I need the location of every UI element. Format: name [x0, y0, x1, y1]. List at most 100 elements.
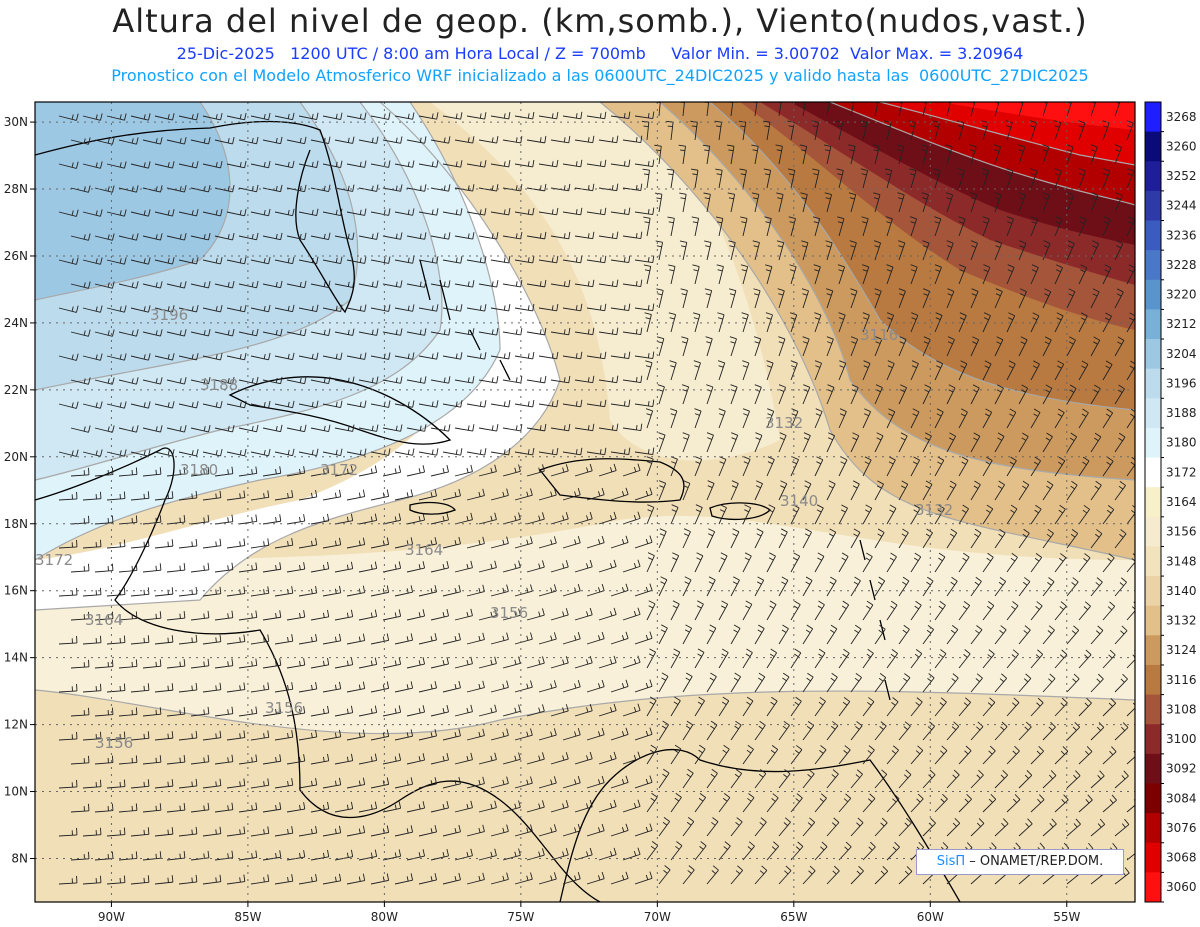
wind-barb — [958, 793, 972, 813]
wind-barb — [680, 288, 688, 309]
wind-barb — [1102, 264, 1112, 285]
wind-barb — [1030, 408, 1041, 429]
wind-barb — [1114, 770, 1129, 789]
wind-barb — [764, 216, 772, 237]
wind-barb — [574, 279, 595, 288]
wind-barb — [982, 216, 990, 237]
wind-barb — [346, 537, 366, 549]
contour-label: 3180 — [180, 461, 218, 479]
wind-barb — [310, 136, 331, 145]
wind-barb — [142, 755, 162, 765]
wind-barb — [238, 754, 258, 765]
wind-barb — [1006, 794, 1021, 813]
wind-barb — [838, 793, 852, 813]
wind-barb — [394, 256, 415, 264]
wind-barb — [154, 827, 174, 837]
contour-labels: 3196 3188 3180 3172 3172 3164 3164 3156 3156 3156… — [35, 306, 953, 752]
wind-barb — [598, 231, 619, 240]
wind-barb — [526, 848, 545, 861]
wind-barb — [286, 802, 306, 813]
wind-barb — [1078, 649, 1092, 669]
wind-barb — [742, 793, 755, 813]
wind-barb — [442, 256, 463, 264]
wind-barb — [178, 634, 198, 645]
wind-barb — [1090, 577, 1103, 597]
wind-barb — [394, 400, 415, 408]
wind-barb — [538, 399, 559, 408]
wind-barb — [970, 480, 981, 501]
wind-barb — [166, 611, 186, 621]
wind-barb — [670, 744, 682, 765]
wind-barb — [994, 625, 1007, 645]
wind-barb — [970, 818, 985, 837]
colorbar-label: 3060 — [1166, 880, 1197, 894]
wind-barb — [538, 824, 557, 837]
wind-barb — [154, 209, 175, 217]
wind-barb — [226, 538, 246, 549]
wind-barb — [94, 707, 114, 717]
wind-barb — [82, 635, 102, 645]
wind-barb — [994, 336, 1004, 357]
wind-barb — [1078, 408, 1089, 429]
wind-barb — [274, 730, 294, 741]
wind-barb — [382, 849, 402, 861]
wind-barb — [70, 467, 90, 477]
wind-barb — [970, 769, 984, 789]
wind-barb — [514, 872, 533, 885]
wind-barb — [802, 865, 816, 885]
wind-barb — [502, 848, 521, 861]
wind-barb — [514, 111, 535, 120]
wind-barb — [406, 184, 427, 192]
contour-label: 3132 — [915, 501, 953, 519]
wind-barb — [826, 672, 838, 693]
wind-barb — [790, 456, 799, 477]
wind-barb — [1066, 336, 1076, 357]
wind-barb — [790, 745, 803, 765]
wind-barb — [478, 752, 497, 765]
wind-barb — [106, 305, 127, 313]
wind-barb — [562, 584, 581, 597]
wind-barb — [718, 600, 729, 621]
lat-tick-label: 30N — [4, 115, 28, 129]
wind-barb — [850, 817, 864, 837]
wind-barb — [286, 328, 307, 337]
wind-barb — [1030, 360, 1040, 381]
wind-barb — [394, 352, 415, 360]
wind-barb — [826, 624, 838, 645]
wind-barb — [490, 872, 509, 885]
wind-barb — [418, 681, 437, 693]
wind-barb — [406, 280, 427, 288]
wind-barb — [430, 800, 449, 813]
wind-barb — [622, 511, 641, 525]
wind-barb — [742, 696, 754, 717]
wind-barb — [502, 800, 521, 813]
wind-barb — [704, 288, 713, 309]
wind-barb — [370, 681, 390, 693]
wind-barb — [1006, 745, 1020, 765]
wind-barb — [502, 135, 523, 144]
wind-barb — [298, 777, 318, 789]
colorbar-swatch — [1145, 309, 1161, 340]
wind-barb — [946, 818, 961, 837]
wind-barb — [1066, 144, 1074, 165]
wind-barb — [322, 400, 343, 408]
wind-barb — [250, 586, 270, 597]
wind-barb — [190, 281, 211, 289]
wind-barb — [873, 192, 881, 213]
wind-barb — [430, 136, 451, 144]
wind-barb — [658, 432, 666, 453]
wind-barb — [562, 728, 581, 741]
wind-barb — [574, 799, 593, 813]
wind-barb — [142, 233, 163, 241]
wind-barb — [514, 351, 535, 360]
wind-barb — [58, 209, 79, 217]
wind-barb — [1054, 360, 1065, 381]
wind-barb — [826, 865, 840, 885]
wind-barb — [418, 489, 437, 501]
wind-barb — [1114, 432, 1126, 453]
wind-barb — [934, 697, 947, 717]
wind-barb — [910, 649, 923, 669]
wind-barb — [754, 576, 765, 597]
wind-barb — [274, 778, 294, 789]
colorbar-swatch — [1145, 664, 1161, 696]
